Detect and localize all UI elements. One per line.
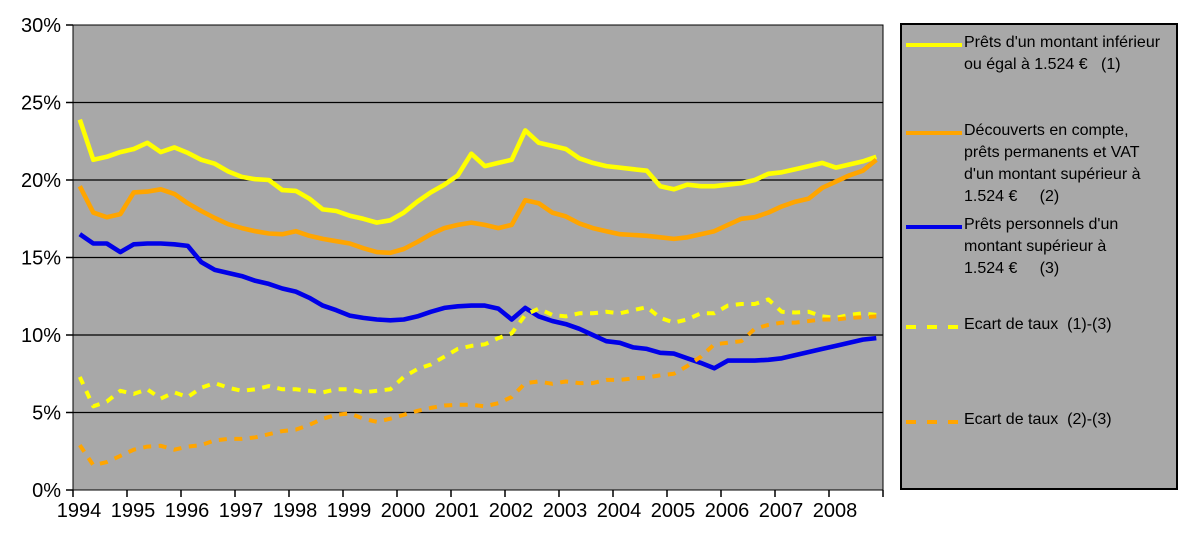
x-axis-label: 1997 [219, 500, 264, 522]
y-axis-label: 0% [32, 480, 61, 502]
y-axis-label: 10% [21, 325, 61, 347]
legend-text-line: Ecart de taux (2)-(3) [964, 411, 1112, 428]
x-axis-label: 1996 [165, 500, 210, 522]
x-axis-label: 1995 [111, 500, 156, 522]
legend-text-line: ou égal à 1.524 € (1) [964, 56, 1121, 73]
y-axis-label: 20% [21, 170, 61, 192]
x-axis-label: 2003 [543, 500, 588, 522]
legend-line-sample-5 [906, 420, 962, 424]
x-axis-label: 2000 [381, 500, 426, 522]
x-axis-label: 2008 [813, 500, 858, 522]
x-axis-label: 2002 [489, 500, 534, 522]
legend-text-line: 1.524 € (3) [964, 260, 1060, 277]
y-axis-label: 5% [32, 403, 61, 425]
x-axis-label: 2004 [597, 500, 642, 522]
legend-line-sample-1 [906, 43, 962, 47]
x-axis-label: 1998 [273, 500, 318, 522]
legend-text-line: montant supérieur à [964, 238, 1107, 255]
x-axis-label: 1999 [327, 500, 372, 522]
legend-text-line: Ecart de taux (1)-(3) [964, 316, 1112, 333]
series-line-4 [77, 297, 877, 409]
legend-entry-label: Découverts en compte, prêts permanents et… [964, 120, 1172, 208]
legend-text-line: prêts permanents et VAT [964, 144, 1140, 161]
series-line-3 [78, 232, 877, 371]
legend-line-sample-4 [906, 325, 962, 329]
legend-text-line: Découverts en compte, [964, 122, 1129, 139]
series-line-2 [77, 158, 878, 256]
legend-entry-label: Prêts d'un montant inférieur ou égal à 1.… [964, 32, 1172, 76]
legend-entry-label: Ecart de taux (2)-(3) [964, 409, 1172, 431]
legend-text-line: 1.524 € (2) [964, 188, 1060, 205]
y-axis-label: 30% [21, 15, 61, 37]
x-axis-label: 2007 [759, 500, 804, 522]
x-axis-label: 2006 [705, 500, 750, 522]
y-axis-label: 25% [21, 93, 61, 115]
legend: Prêts d'un montant inférieur ou égal à 1.… [900, 23, 1178, 490]
legend-entry-label: Ecart de taux (1)-(3) [964, 314, 1172, 336]
series-line-1 [77, 118, 878, 225]
x-axis-label: 2005 [651, 500, 696, 522]
y-axis-label: 15% [21, 248, 61, 270]
x-axis-label: 1994 [57, 500, 102, 522]
legend-line-sample-2 [906, 131, 962, 135]
legend-text-line: d'un montant supérieur à [964, 166, 1141, 183]
legend-text-line: Prêts personnels d'un [964, 216, 1119, 233]
legend-text-line: Prêts d'un montant inférieur [964, 34, 1161, 51]
legend-entry-label: Prêts personnels d'un montant supérieur à… [964, 214, 1172, 280]
series-line-5 [78, 314, 877, 468]
legend-line-sample-3 [906, 225, 962, 229]
x-axis-label: 2001 [435, 500, 480, 522]
